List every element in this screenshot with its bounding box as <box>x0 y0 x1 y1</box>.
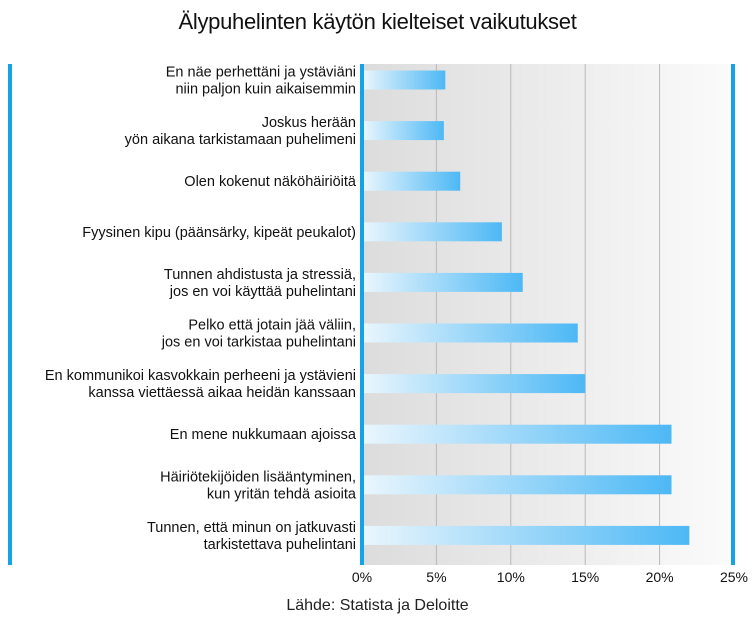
category-label: kanssa viettäessä aikaa heidän kanssaan <box>88 385 356 401</box>
category-label: En kommunikoi kasvokkain perheeni ja yst… <box>45 368 356 384</box>
frame <box>8 64 735 565</box>
bar <box>363 374 586 394</box>
x-tick-label: 20% <box>646 569 674 585</box>
bar <box>363 525 690 545</box>
category-label: yön aikana tarkistamaan puhelimeni <box>125 132 356 148</box>
x-tick-label: 0% <box>352 569 372 585</box>
category-label: jos en voi käyttää puhelintani <box>169 284 356 300</box>
category-label: En mene nukkumaan ajoissa <box>170 427 357 443</box>
category-label: En näe perhettäni ja ystäviäni <box>166 65 356 81</box>
x-tick-label: 5% <box>426 569 446 585</box>
category-label: Olen kokenut näköhäiriöitä <box>184 174 357 190</box>
category-label: kun yritän tehdä asioita <box>207 486 357 502</box>
bar <box>363 121 444 141</box>
x-axis-ticks: 0% 5% 10% 15% 20% 25% <box>352 569 748 585</box>
category-label: niin paljon kuin aikaisemmin <box>175 82 356 98</box>
right-frame-bar <box>731 64 735 565</box>
category-label: Häiriötekijöiden lisääntyminen, <box>160 469 356 485</box>
y-axis-line <box>360 64 364 565</box>
category-label: tarkistettava puhelintani <box>204 537 356 553</box>
bar <box>363 272 523 292</box>
bar <box>363 171 461 191</box>
bar <box>363 323 578 343</box>
source-note: Lähde: Statista ja Deloitte <box>286 597 469 614</box>
category-label: Pelko että jotain jää väliin, <box>188 318 356 334</box>
category-label: Tunnen ahdistusta ja stressiä, <box>164 267 356 283</box>
category-label: Fyysinen kipu (päänsärky, kipeät peukalo… <box>82 225 356 241</box>
x-tick-label: 10% <box>497 569 525 585</box>
bar <box>363 70 446 90</box>
bar <box>363 222 502 242</box>
chart-title: Älypuhelinten käytön kielteiset vaikutuk… <box>178 9 577 34</box>
category-label: Joskus herään <box>262 115 356 131</box>
category-label: jos en voi tarkistaa puhelintani <box>161 335 356 351</box>
left-frame-bar <box>8 64 12 565</box>
bar <box>363 475 672 495</box>
category-label: Tunnen, että minun on jatkuvasti <box>147 520 356 536</box>
x-tick-label: 15% <box>571 569 599 585</box>
bars <box>363 70 690 545</box>
x-tick-label: 25% <box>720 569 748 585</box>
bar <box>363 424 672 444</box>
